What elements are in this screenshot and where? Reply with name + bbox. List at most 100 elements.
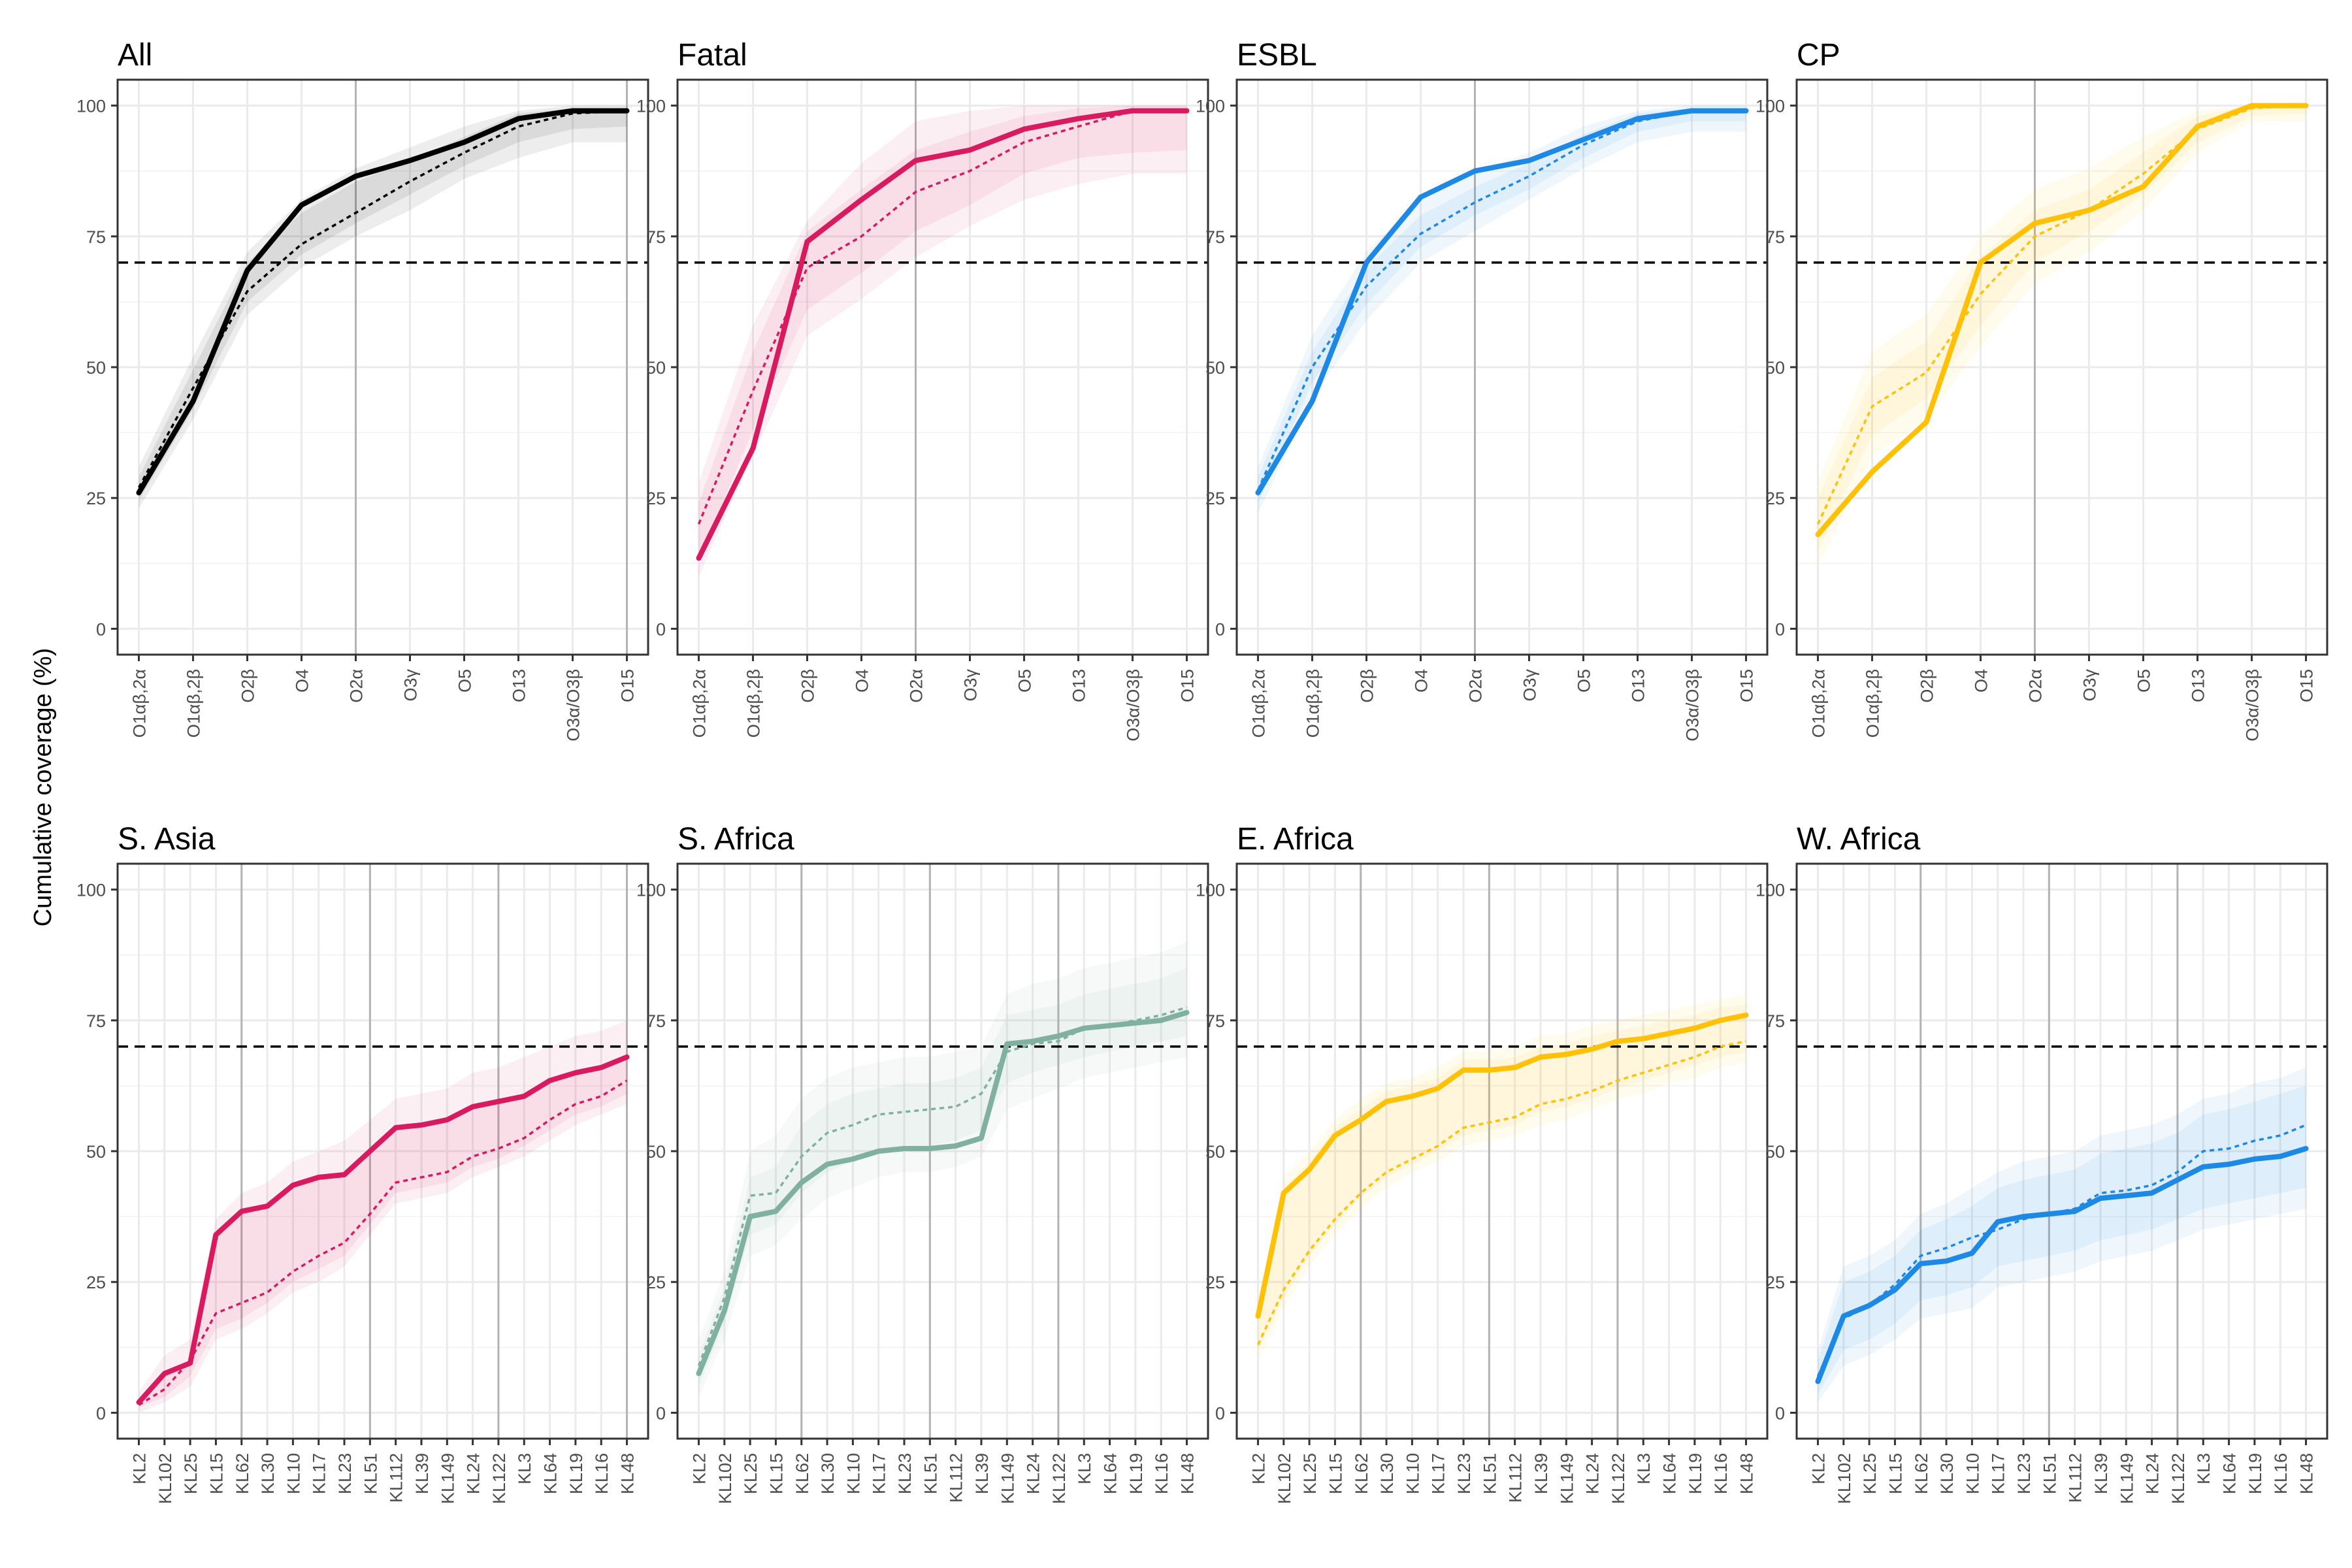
y-tick-label: 100	[1756, 881, 1785, 900]
x-tick-label: KL3	[2194, 1453, 2213, 1484]
x-tick-label: O15	[618, 669, 638, 702]
series-line-solid	[696, 108, 1190, 561]
confidence-band-outer	[139, 105, 627, 509]
y-tick-label: 25	[1205, 1273, 1225, 1292]
y-tick-label: 100	[76, 97, 106, 116]
x-tick-label: KL2	[1808, 1453, 1828, 1484]
y-tick-label: 25	[1765, 489, 1785, 508]
y-tick-label: 100	[636, 881, 666, 900]
x-tick-label: O2β	[238, 669, 257, 703]
y-axis-label: Cumulative coverage (%)	[29, 648, 57, 927]
panel-title: ESBL	[1237, 38, 1317, 73]
y-tick-label: 25	[1765, 1273, 1785, 1292]
x-tick-label: KL62	[1352, 1453, 1371, 1494]
x-tick-label: KL19	[1686, 1453, 1705, 1494]
x-tick-label: O3γ	[2080, 669, 2100, 702]
x-tick-label: KL149	[1557, 1453, 1576, 1504]
series-line-dashed	[1256, 1040, 1746, 1346]
x-tick-label: KL64	[2220, 1453, 2240, 1494]
x-tick-label: O1αβ,2α	[1249, 669, 1268, 738]
x-tick-label: KL19	[1126, 1453, 1146, 1494]
y-tick-label: 25	[1205, 489, 1225, 508]
x-tick-label: KL15	[1326, 1453, 1345, 1494]
y-tick-label: 75	[646, 227, 666, 247]
y-tick-label: 100	[76, 881, 106, 900]
x-tick-label: O3α/O3β	[564, 669, 583, 742]
x-tick-label: KL10	[284, 1453, 303, 1494]
confidence-band-outer	[1258, 105, 1746, 514]
y-tick-label: 0	[96, 619, 106, 639]
y-tick-label: 50	[86, 358, 106, 378]
x-tick-label: KL16	[1152, 1453, 1171, 1494]
x-tick-label: KL15	[1886, 1453, 1905, 1494]
x-tick-label: KL51	[1480, 1453, 1499, 1494]
x-tick-label: KL30	[1937, 1453, 1957, 1494]
panel-title: S. Asia	[118, 822, 216, 857]
y-tick-label: 100	[636, 97, 666, 116]
y-tick-label: 0	[656, 619, 666, 639]
panel-title: All	[118, 38, 152, 73]
x-tick-label: KL16	[592, 1453, 612, 1494]
x-tick-label: KL25	[1300, 1453, 1320, 1494]
x-tick-label: KL102	[715, 1453, 735, 1504]
panel-title: CP	[1797, 38, 1840, 73]
x-tick-label: KL15	[206, 1453, 226, 1494]
x-tick-label: KL64	[1101, 1453, 1120, 1494]
x-tick-label: KL39	[412, 1453, 432, 1494]
y-tick-label: 50	[646, 358, 666, 378]
confidence-band-outer	[698, 941, 1187, 1397]
y-tick-label: 75	[1205, 227, 1225, 247]
x-tick-label: KL112	[2066, 1453, 2085, 1503]
x-tick-label: KL48	[1178, 1453, 1198, 1494]
x-tick-label: O3γ	[1520, 669, 1540, 702]
x-tick-label: KL122	[2168, 1453, 2188, 1504]
y-tick-label: 75	[86, 1011, 106, 1031]
x-tick-label: KL24	[1024, 1453, 1043, 1494]
x-tick-label: O2α	[2025, 669, 2045, 703]
y-tick-label: 25	[646, 1273, 666, 1292]
x-tick-label: O3γ	[401, 669, 421, 702]
x-tick-label: KL24	[2143, 1453, 2163, 1494]
series-line-dashed	[1816, 104, 2306, 525]
y-tick-label: 50	[1765, 358, 1785, 378]
x-tick-label: KL15	[766, 1453, 786, 1494]
confidence-band-outer	[1818, 1067, 2306, 1403]
confidence-band-inner	[139, 1056, 627, 1408]
panel-1: Fatal 0 25 50 75 100 O1αβ,2α O1αβ,2β O2β O4 O2α O3γ…	[636, 38, 1209, 742]
x-tick-label: KL112	[387, 1453, 406, 1503]
x-tick-label: O1αβ,2α	[129, 669, 149, 738]
y-tick-label: 75	[1765, 227, 1785, 247]
confidence-band-outer	[1818, 105, 2306, 566]
x-tick-label: KL2	[689, 1453, 709, 1484]
x-tick-label: O13	[1070, 669, 1089, 702]
series-line-solid	[136, 108, 630, 496]
y-tick-label: 50	[1205, 358, 1225, 378]
x-tick-label: KL62	[792, 1453, 812, 1494]
x-tick-label: KL3	[515, 1453, 534, 1484]
x-tick-label: KL102	[155, 1453, 175, 1504]
x-tick-label: O1αβ,2α	[689, 669, 709, 738]
x-tick-label: O1αβ,2α	[1808, 669, 1828, 738]
x-tick-label: KL10	[1963, 1453, 1982, 1494]
x-tick-label: O5	[2134, 669, 2154, 693]
panel-0: All 0 25 50 75 100 O1αβ,2α O1αβ,2β O2β O4 O2α O3γ O5…	[76, 38, 649, 742]
x-tick-label: KL10	[1403, 1453, 1422, 1494]
x-tick-label: KL30	[1377, 1453, 1397, 1494]
series-line-dashed	[1256, 109, 1746, 491]
x-tick-label: O15	[1178, 669, 1198, 702]
x-tick-label: O1αβ,2β	[184, 669, 203, 738]
confidence-band-inner	[698, 968, 1187, 1387]
x-tick-label: O2α	[346, 669, 366, 703]
series-line-solid	[1815, 103, 2309, 538]
y-tick-label: 25	[86, 1273, 106, 1292]
panel-title: E. Africa	[1237, 822, 1354, 857]
x-tick-label: O4	[292, 669, 312, 693]
series-line-dashed	[697, 109, 1187, 525]
x-tick-label: KL10	[843, 1453, 863, 1494]
confidence-band-outer	[698, 105, 1187, 577]
x-tick-label: O1αβ,2β	[1303, 669, 1322, 738]
panel-6: E. Africa 0 25 50 75 100 KL2 KL102 KL25 KL15 KL62 K…	[1196, 822, 1769, 1504]
x-tick-label: KL3	[1634, 1453, 1654, 1484]
x-tick-label: KL17	[310, 1453, 329, 1494]
